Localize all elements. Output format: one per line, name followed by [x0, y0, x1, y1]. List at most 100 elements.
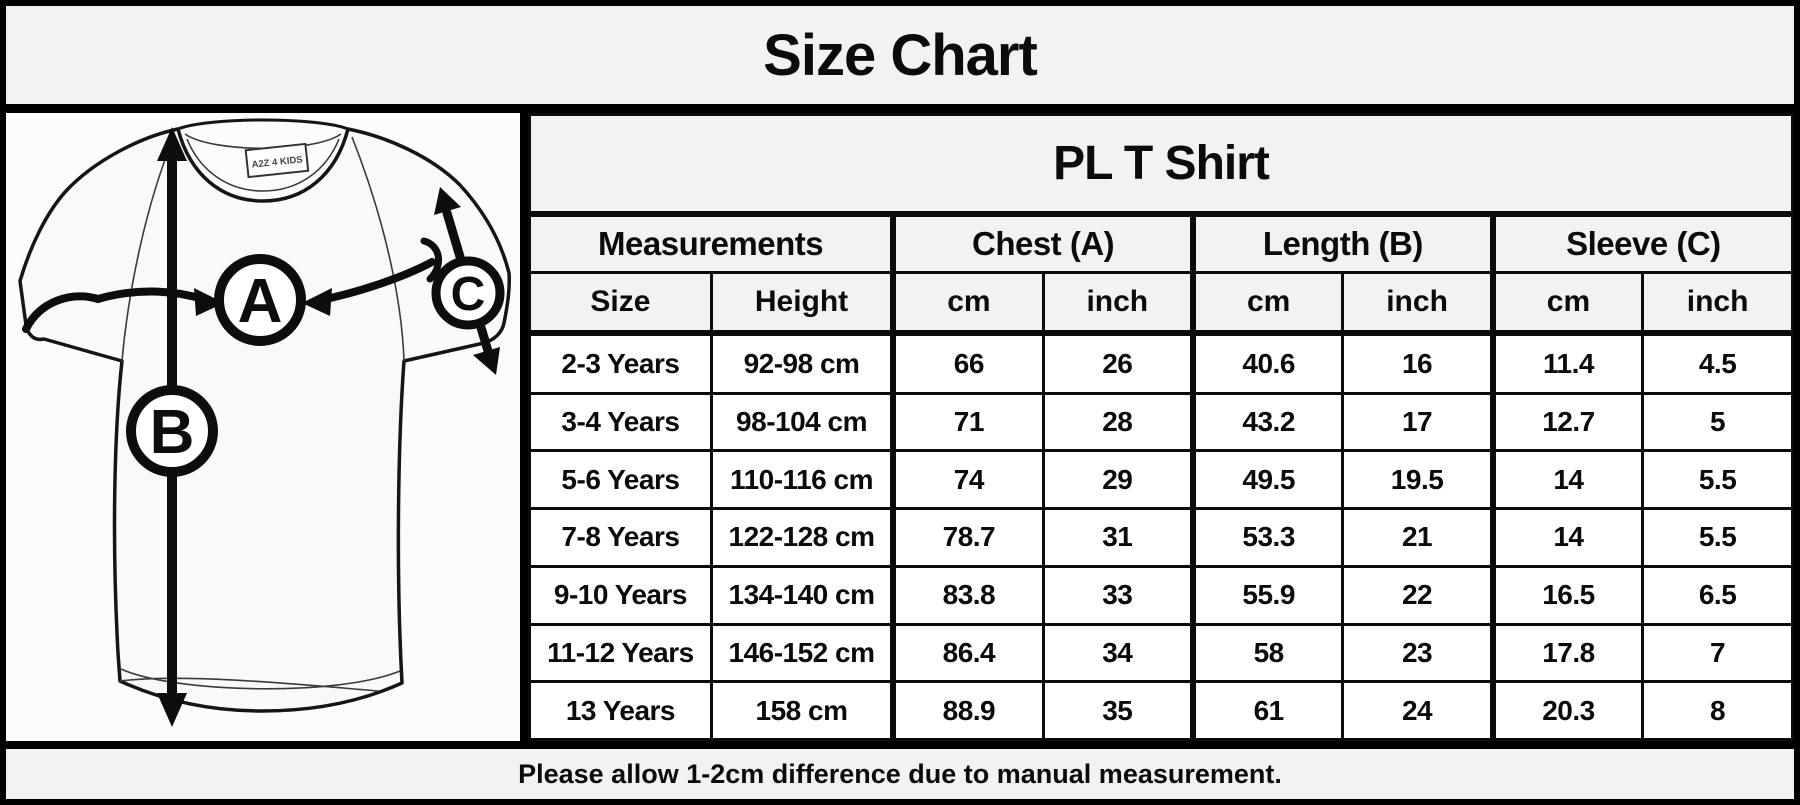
collar-back-arc	[177, 118, 349, 131]
brand-tag-label: A2Z 4 KIDS	[251, 154, 303, 170]
cell-length-inch: 22	[1341, 564, 1495, 626]
sub-header-chest-inch: inch	[1041, 271, 1195, 336]
cell-length-inch: 23	[1341, 622, 1495, 684]
table-row: 11-12 Years 146-152 cm 86.4 34 58 23 17.…	[528, 622, 1794, 684]
cell-chest-inch: 34	[1041, 622, 1195, 684]
cell-chest-cm: 71	[890, 391, 1045, 453]
cell-length-inch: 21	[1341, 507, 1495, 568]
label-a: A	[238, 267, 283, 336]
cell-size: 9-10 Years	[528, 564, 713, 626]
cell-size: 11-12 Years	[528, 622, 713, 684]
sub-header-size: Size	[528, 271, 713, 336]
cell-sleeve-cm: 14	[1489, 507, 1645, 568]
cell-sleeve-cm: 20.3	[1489, 680, 1645, 741]
cell-chest-cm: 74	[890, 449, 1045, 511]
left-armhole-seam	[121, 136, 175, 362]
chest-arrow	[22, 237, 442, 333]
cell-chest-inch: 28	[1041, 391, 1195, 453]
group-header-sleeve: Sleeve (C)	[1489, 212, 1794, 274]
cell-height: 92-98 cm	[709, 331, 895, 395]
sub-header-chest-cm: cm	[890, 271, 1045, 336]
sub-header-row: Size Height cm inch cm inch cm inch	[528, 271, 1794, 336]
group-header-measurements: Measurements	[528, 212, 895, 274]
cell-length-cm: 58	[1189, 622, 1345, 684]
table-row: 2-3 Years 92-98 cm 66 26 40.6 16 11.4 4.…	[528, 331, 1794, 395]
cell-size: 2-3 Years	[528, 331, 713, 395]
size-table: PL T Shirt Measurements Chest (A) Length…	[528, 113, 1794, 741]
cell-height: 134-140 cm	[709, 564, 895, 626]
group-header-row: Measurements Chest (A) Length (B) Sleeve…	[528, 212, 1794, 274]
hem-seam-2	[119, 677, 379, 692]
size-table-area: PL T Shirt Measurements Chest (A) Length…	[528, 113, 1794, 741]
cell-length-inch: 16	[1341, 331, 1495, 395]
sub-header-length-inch: inch	[1341, 271, 1495, 336]
cell-sleeve-inch: 5.5	[1641, 449, 1794, 511]
cell-sleeve-inch: 4.5	[1641, 331, 1794, 395]
cell-length-inch: 17	[1341, 391, 1495, 453]
cell-height: 122-128 cm	[709, 507, 895, 568]
cell-sleeve-cm: 17.8	[1489, 622, 1645, 684]
sub-header-height: Height	[709, 271, 895, 336]
hem-seam	[120, 668, 401, 690]
tshirt-diagram: A2Z 4 KIDS	[18, 118, 511, 727]
cell-length-inch: 24	[1341, 680, 1495, 741]
product-header-row: PL T Shirt	[528, 113, 1794, 217]
product-title: PL T Shirt	[528, 113, 1794, 217]
collar-inner-arc	[184, 133, 342, 149]
measure-circle-c: C	[431, 256, 505, 330]
label-c: C	[451, 268, 486, 321]
cell-chest-inch: 35	[1041, 680, 1195, 741]
cell-chest-inch: 31	[1041, 507, 1195, 568]
sub-header-sleeve-inch: inch	[1641, 271, 1794, 336]
cell-sleeve-cm: 12.7	[1489, 391, 1645, 453]
right-armhole-seam	[351, 136, 405, 362]
table-row: 13 Years 158 cm 88.9 35 61 24 20.3 8	[528, 680, 1794, 741]
cell-size: 5-6 Years	[528, 449, 713, 511]
page-title: Size Chart	[763, 22, 1038, 88]
cell-chest-inch: 29	[1041, 449, 1195, 511]
footer-note: Please allow 1-2cm difference due to man…	[518, 758, 1282, 789]
cell-sleeve-inch: 8	[1641, 680, 1794, 741]
sub-header-length-cm: cm	[1189, 271, 1345, 336]
tshirt-diagram-panel: A2Z 4 KIDS	[6, 113, 528, 741]
cell-chest-inch: 33	[1041, 564, 1195, 626]
title-bar: Size Chart	[6, 6, 1794, 113]
collar-front-band	[186, 138, 340, 192]
measure-circle-b: B	[126, 385, 218, 477]
footer-bar: Please allow 1-2cm difference due to man…	[6, 749, 1794, 799]
cell-height: 98-104 cm	[709, 391, 895, 453]
cell-sleeve-cm: 11.4	[1489, 331, 1645, 395]
cell-chest-cm: 83.8	[890, 564, 1045, 626]
cell-sleeve-inch: 6.5	[1641, 564, 1794, 626]
sub-header-sleeve-cm: cm	[1489, 271, 1645, 336]
cell-length-cm: 55.9	[1189, 564, 1345, 626]
cell-length-cm: 53.3	[1189, 507, 1345, 568]
cell-size: 13 Years	[528, 680, 713, 741]
cell-length-cm: 43.2	[1189, 391, 1345, 453]
cell-sleeve-cm: 16.5	[1489, 564, 1645, 626]
cell-sleeve-cm: 14	[1489, 449, 1645, 511]
label-b: B	[150, 398, 195, 467]
brand-tag: A2Z 4 KIDS	[244, 142, 310, 179]
cell-height: 110-116 cm	[709, 449, 895, 511]
cell-size: 3-4 Years	[528, 391, 713, 453]
cell-sleeve-inch: 5.5	[1641, 507, 1794, 568]
content-area: A2Z 4 KIDS	[6, 113, 1794, 749]
cell-chest-cm: 88.9	[890, 680, 1045, 741]
cell-length-cm: 40.6	[1189, 331, 1345, 395]
tshirt-outline	[18, 127, 511, 713]
cell-chest-cm: 86.4	[890, 622, 1045, 684]
cell-length-cm: 49.5	[1189, 449, 1345, 511]
cell-size: 7-8 Years	[528, 507, 713, 568]
cell-chest-inch: 26	[1041, 331, 1195, 395]
cell-chest-cm: 66	[890, 331, 1045, 395]
table-row: 3-4 Years 98-104 cm 71 28 43.2 17 12.7 5	[528, 391, 1794, 453]
cell-sleeve-inch: 5	[1641, 391, 1794, 453]
table-row: 5-6 Years 110-116 cm 74 29 49.5 19.5 14 …	[528, 449, 1794, 511]
cell-length-cm: 61	[1189, 680, 1345, 741]
table-row: 7-8 Years 122-128 cm 78.7 31 53.3 21 14 …	[528, 507, 1794, 568]
cell-chest-cm: 78.7	[890, 507, 1045, 568]
group-header-length: Length (B)	[1189, 212, 1495, 274]
group-header-chest: Chest (A)	[890, 212, 1195, 274]
measure-circle-a: A	[214, 254, 306, 346]
